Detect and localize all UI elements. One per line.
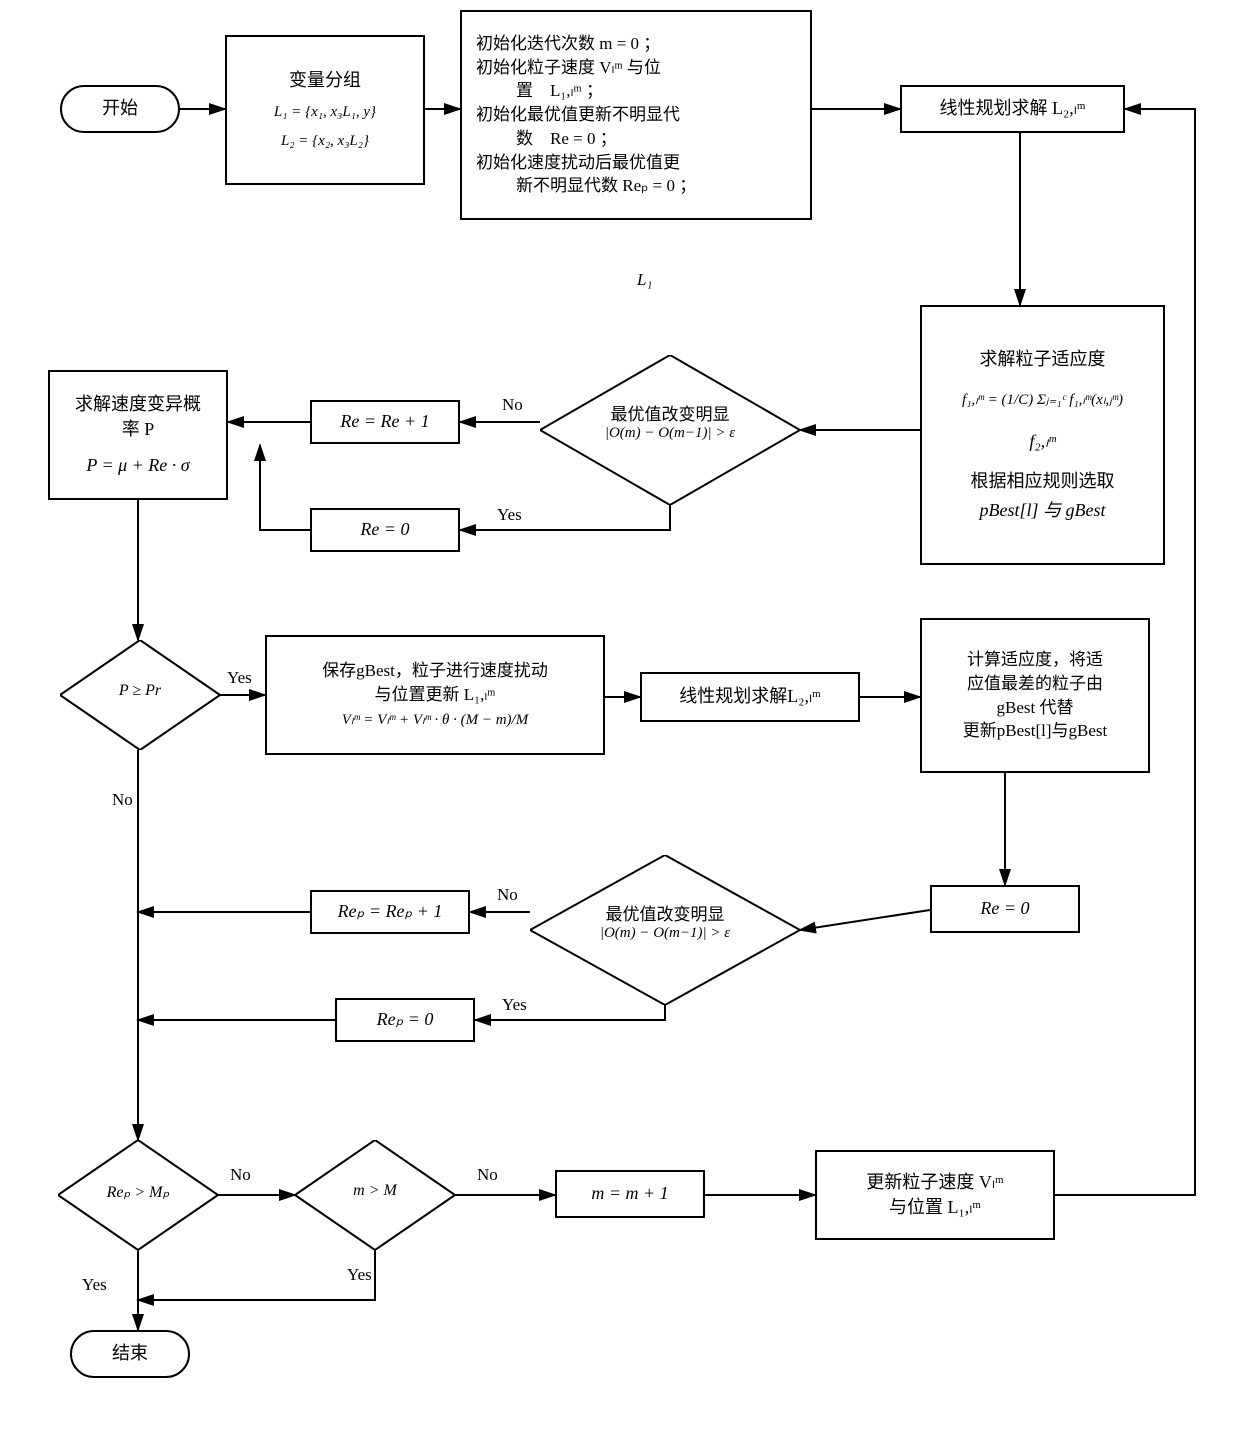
prob-title: 求解速度变异概 bbox=[75, 392, 201, 417]
node-init: 初始化迭代次数 m = 0 ； 初始化粒子速度 Vₗᵐ 与位 置 L₁,ₗᵐ ；… bbox=[460, 10, 812, 220]
flowchart-canvas: L₁ 开始 变量分组 L₁ = {x₁, x₃L₁, y} L₂ = {x₂, … bbox=[0, 0, 1240, 1436]
terminal-start: 开始 bbox=[60, 85, 180, 133]
edge-label-no-m: No bbox=[475, 1165, 500, 1185]
node-re-zero-2: Re = 0 bbox=[930, 885, 1080, 933]
node-update: 更新粒子速度 Vₗᵐ 与位置 L₁,ₗᵐ bbox=[815, 1150, 1055, 1240]
node-lp-solve-2: 线性规划求解L₂,ₗᵐ bbox=[640, 672, 860, 722]
init-line3: 初始化最优值更新不明显代 bbox=[476, 103, 680, 127]
var-group-l1: L₁ = {x₁, x₃L₁, y} bbox=[274, 102, 376, 123]
dec1-line2: |O(m) − O(m−1)| > ε bbox=[540, 425, 800, 442]
update-2: 与位置 L₁,ₗᵐ bbox=[889, 1195, 981, 1220]
lp2-label: 线性规划求解L₂,ₗᵐ bbox=[679, 684, 821, 709]
decision-p: P ≥ Pr bbox=[60, 640, 220, 750]
prob-title2: 率 P bbox=[122, 417, 155, 442]
fitness-pbest: pBest[l] 与 gBest bbox=[980, 498, 1106, 523]
init-line2b: 置 L₁,ₗᵐ ； bbox=[476, 79, 603, 103]
re-zero2-label: Re = 0 bbox=[980, 896, 1029, 921]
decision-optimal-change-1: 最优值改变明显 |O(m) − O(m−1)| > ε bbox=[540, 355, 800, 505]
node-rep-inc: Reₚ = Reₚ + 1 bbox=[310, 890, 470, 934]
dec-rep-label: Reₚ > Mₚ bbox=[107, 1184, 170, 1201]
dec-p-label: P ≥ Pr bbox=[119, 682, 161, 699]
init-line1: 初始化迭代次数 m = 0 ； bbox=[476, 32, 660, 56]
edge-label-yes-1: Yes bbox=[495, 505, 524, 525]
fitness-title: 求解粒子适应度 bbox=[980, 347, 1106, 372]
dec2-line1: 最优值改变明显 bbox=[530, 900, 800, 925]
init-line2: 初始化粒子速度 Vₗᵐ 与位 bbox=[476, 56, 661, 80]
dec2-line2: |O(m) − O(m−1)| > ε bbox=[530, 925, 800, 942]
rep-zero-label: Reₚ = 0 bbox=[377, 1007, 434, 1032]
edge-label-yes-p: Yes bbox=[225, 668, 254, 688]
m-inc-label: m = m + 1 bbox=[591, 1181, 668, 1206]
dec-m-label: m > M bbox=[353, 1182, 397, 1199]
lp1-label: 线性规划求解 L₂,ₗᵐ bbox=[939, 96, 1085, 121]
rep-inc-label: Reₚ = Reₚ + 1 bbox=[338, 899, 443, 924]
init-line4: 初始化速度扰动后最优值更 bbox=[476, 151, 680, 175]
edge-label-no-2: No bbox=[495, 885, 520, 905]
node-fitness: 求解粒子适应度 f₁,ₗᵐ = (1/C) Σⱼ₌₁ᶜ f₁,ₗᵐ(xₗ,ⱼᵐ)… bbox=[920, 305, 1165, 565]
node-calc-fitness: 计算适应度，将适 应值最差的粒子由 gBest 代替 更新pBest[l]与gB… bbox=[920, 618, 1150, 773]
edge-label-yes-m: Yes bbox=[345, 1265, 374, 1285]
node-lp-solve-1: 线性规划求解 L₂,ₗᵐ bbox=[900, 85, 1125, 133]
edge-label-no-1: No bbox=[500, 395, 525, 415]
floating-label-l1: L₁ bbox=[635, 270, 654, 290]
node-re-inc: Re = Re + 1 bbox=[310, 400, 460, 444]
var-group-l2: L₂ = {x₂, x₃L₂} bbox=[281, 131, 369, 152]
fitness-f1: f₁,ₗᵐ = (1/C) Σⱼ₌₁ᶜ f₁,ₗᵐ(xₗ,ⱼᵐ) bbox=[962, 390, 1123, 411]
node-re-zero: Re = 0 bbox=[310, 508, 460, 552]
calc-fit-4: 更新pBest[l]与gBest bbox=[963, 719, 1108, 743]
update-1: 更新粒子速度 Vₗᵐ bbox=[866, 1170, 1003, 1195]
init-line3b: 数 Re = 0 ； bbox=[476, 127, 617, 151]
edge-label-yes-rep: Yes bbox=[80, 1275, 109, 1295]
node-prob: 求解速度变异概 率 P P = μ + Re · σ bbox=[48, 370, 228, 500]
re-inc-label: Re = Re + 1 bbox=[340, 409, 429, 434]
save-gbest-3: Vₗᵐ = Vₗᵐ + Vₗᵐ · θ · (M − m)/M bbox=[342, 710, 528, 731]
terminal-end: 结束 bbox=[70, 1330, 190, 1378]
node-var-group: 变量分组 L₁ = {x₁, x₃L₁, y} L₂ = {x₂, x₃L₂} bbox=[225, 35, 425, 185]
re-zero-label: Re = 0 bbox=[360, 517, 409, 542]
calc-fit-3: gBest 代替 bbox=[997, 696, 1074, 720]
decision-m: m > M bbox=[295, 1140, 455, 1250]
save-gbest-1: 保存gBest，粒子进行速度扰动 bbox=[322, 659, 548, 683]
calc-fit-2: 应值最差的粒子由 bbox=[967, 672, 1103, 696]
node-save-gbest: 保存gBest，粒子进行速度扰动 与位置更新 L₁,ₗᵐ Vₗᵐ = Vₗᵐ +… bbox=[265, 635, 605, 755]
edge-label-yes-2: Yes bbox=[500, 995, 529, 1015]
decision-optimal-change-2: 最优值改变明显 |O(m) − O(m−1)| > ε bbox=[530, 855, 800, 1005]
dec1-line1: 最优值改变明显 bbox=[540, 400, 800, 425]
decision-rep: Reₚ > Mₚ bbox=[58, 1140, 218, 1250]
var-group-title: 变量分组 bbox=[289, 68, 361, 93]
end-label: 结束 bbox=[112, 1341, 148, 1366]
start-label: 开始 bbox=[102, 96, 138, 121]
node-rep-zero: Reₚ = 0 bbox=[335, 998, 475, 1042]
init-line4b: 新不明显代数 Reₚ = 0 ； bbox=[476, 174, 696, 198]
edge-label-no-p: No bbox=[110, 790, 135, 810]
prob-formula: P = μ + Re · σ bbox=[86, 453, 189, 478]
save-gbest-2: 与位置更新 L₁,ₗᵐ bbox=[375, 683, 496, 707]
calc-fit-1: 计算适应度，将适 bbox=[967, 648, 1103, 672]
node-m-inc: m = m + 1 bbox=[555, 1170, 705, 1218]
edge-label-no-rep: No bbox=[228, 1165, 253, 1185]
fitness-f2: f₂,ₗᵐ bbox=[1029, 429, 1055, 454]
fitness-select: 根据相应规则选取 bbox=[971, 469, 1115, 494]
